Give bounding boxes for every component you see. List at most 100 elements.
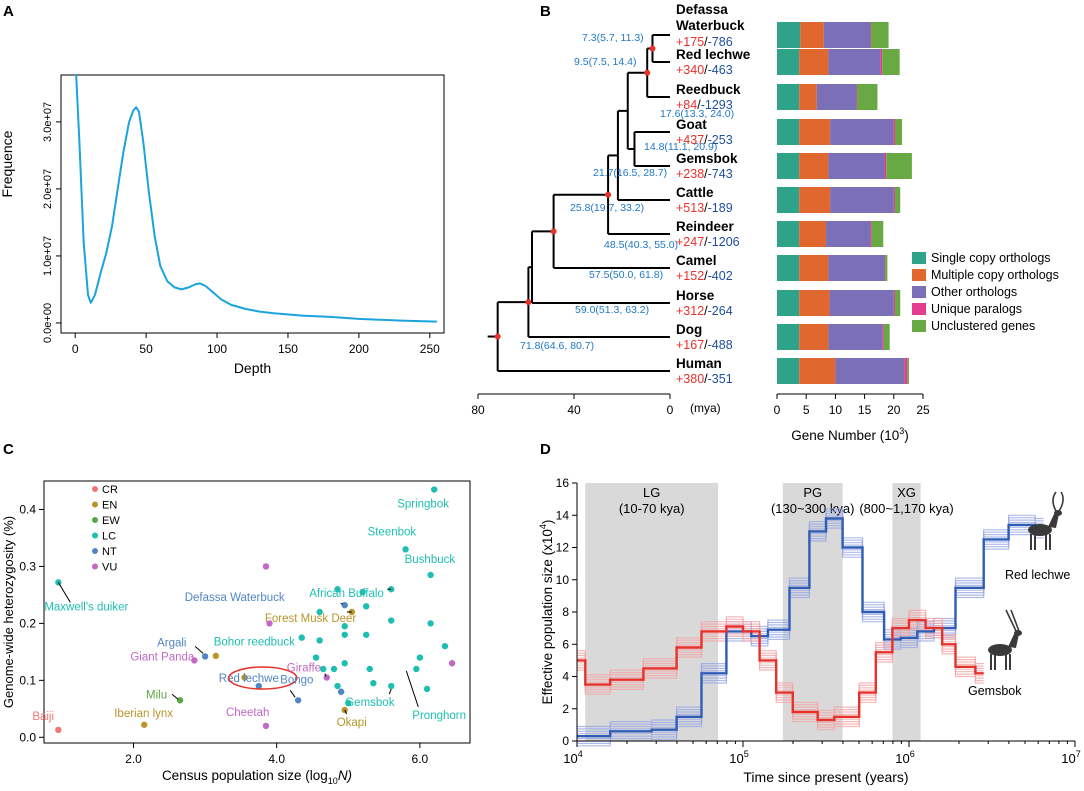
point-label: Cheetah — [226, 707, 269, 719]
label-leader — [289, 689, 296, 698]
data-point — [413, 665, 420, 673]
bar-segment — [823, 22, 871, 48]
data-point — [176, 697, 184, 704]
gene-loss: -463 — [708, 63, 733, 77]
data-point — [323, 674, 331, 681]
bar-segment — [816, 84, 857, 110]
data-point — [362, 603, 370, 610]
bar-segment — [904, 358, 908, 384]
bootstrap-line — [577, 609, 984, 711]
species-name: Camel — [676, 253, 717, 268]
legend-label: EW — [102, 515, 120, 527]
bootstrap-line — [577, 612, 984, 714]
gene-loss: -351 — [708, 372, 733, 386]
gene-loss: -1293 — [701, 98, 733, 112]
divergence-time-label: 71.8(64.6, 80.7) — [520, 340, 594, 352]
gene-gain-loss: +175/-786 — [676, 35, 733, 49]
gene-axis-label: Gene Number (103) — [791, 426, 909, 443]
y-tick-label: 14 — [556, 508, 570, 522]
data-point — [427, 571, 434, 579]
divergence-time-label: 48.5(40.3, 55.0) — [604, 239, 678, 251]
bar-segment — [826, 221, 871, 247]
gene-gain-loss: +152/-402 — [676, 269, 733, 283]
legend-label: VU — [102, 562, 117, 574]
species-name: Horse — [676, 288, 715, 303]
point-label: Forest Musk Deer — [265, 613, 357, 625]
data-point — [402, 546, 409, 553]
point-label: Defassa Waterbuck — [185, 592, 285, 604]
tick-exp: 5 — [744, 749, 749, 759]
data-point — [416, 654, 424, 661]
gene-gain: +380 — [676, 372, 704, 386]
gene-tick-label: 10 — [829, 403, 843, 417]
legend-label: CR — [102, 484, 118, 496]
bootstrap-line — [577, 626, 984, 728]
bar-segment — [829, 290, 894, 316]
legend-dot — [92, 517, 98, 523]
y-tick-label: 0 — [562, 734, 569, 748]
psmc-line — [577, 618, 984, 722]
label-leader — [405, 670, 419, 708]
bar-segment — [870, 22, 872, 48]
gene-gain: +175 — [676, 35, 704, 49]
bar-segment — [880, 49, 883, 75]
time-tick-label: 80 — [471, 403, 485, 417]
data-point — [262, 563, 270, 570]
depth-curve — [75, 75, 437, 323]
series-label: Red lechwe — [1005, 568, 1070, 582]
bar-segment — [777, 119, 800, 145]
bootstrap-line — [577, 515, 1044, 735]
gene-tick-label: 5 — [803, 403, 810, 417]
slash: / — [697, 98, 701, 112]
data-point — [341, 631, 348, 638]
bar-segment — [828, 324, 883, 350]
divergence-time-label: 25.8(19.7, 33.2) — [570, 202, 644, 214]
x-axis-label: Depth — [234, 360, 271, 376]
legend-label: Multiple copy orthologs — [931, 268, 1059, 282]
period-range: (10-70 kya) — [619, 501, 685, 516]
data-point — [312, 654, 320, 661]
bar-segment — [894, 119, 902, 145]
label-leader — [388, 688, 392, 695]
label-sup: 4 — [538, 524, 548, 529]
label-part: Census population size (log — [162, 768, 328, 783]
x-tick-label: 200 — [349, 342, 369, 356]
y-axis-label: Frequence — [0, 130, 15, 197]
species-name: Defassa — [676, 2, 728, 17]
data-point — [441, 642, 449, 650]
y-tick-label: 1.0e+07 — [42, 236, 54, 276]
point-label: Giant Panda — [130, 651, 195, 663]
time-tick-label: 0 — [667, 403, 674, 417]
bar-segment — [894, 290, 901, 316]
y-axis-label: Genome-wide heterozygosity (%) — [1, 516, 16, 708]
data-point — [366, 665, 373, 673]
divergence-time-label: 7.3(5.7, 11.3) — [582, 32, 644, 44]
x-tick-label: 107 — [1061, 749, 1080, 766]
legend-swatch — [912, 320, 926, 332]
divergence-time-label: 9.5(7.5, 14.4) — [574, 56, 636, 68]
bar-segment — [799, 290, 830, 316]
slash: / — [704, 35, 708, 49]
bootstrap-line — [577, 525, 1044, 744]
x-axis-label: Time since present (years) — [743, 769, 908, 785]
period-label: PG — [803, 485, 822, 500]
point-label: African Buffalo — [309, 588, 384, 600]
bar-segment — [799, 119, 831, 145]
bootstrap-line — [577, 614, 984, 716]
y-tick-label: 4 — [562, 670, 569, 684]
data-point — [359, 588, 366, 596]
bar-segment — [777, 49, 800, 75]
gene-gain: +247 — [676, 235, 704, 249]
y-tick-label: 2 — [562, 702, 569, 716]
red-lechwe-silhouette — [1028, 491, 1064, 550]
bar-segment — [777, 22, 801, 48]
shaded-period — [585, 483, 719, 741]
bar-segment — [799, 324, 829, 350]
y-tick-label: 0.0 — [19, 730, 36, 744]
label-sup: 3 — [899, 426, 904, 436]
neck — [1048, 514, 1059, 528]
data-point — [298, 634, 305, 641]
data-point — [388, 617, 395, 624]
bootstrap-line — [577, 527, 1044, 747]
tick-base: 10 — [563, 751, 577, 766]
